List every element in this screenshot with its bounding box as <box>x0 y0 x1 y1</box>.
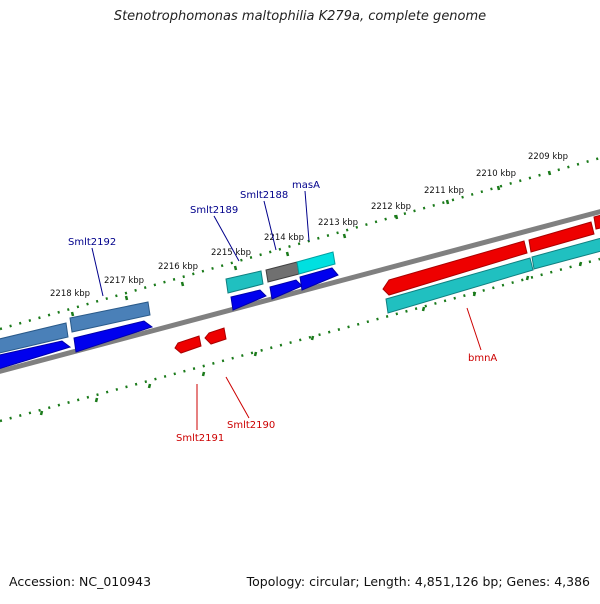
gene-label-smlt2192[interactable]: Smlt2192 <box>68 237 116 248</box>
feature-red-edge[interactable] <box>593 214 600 230</box>
feature-smlt2192-rna[interactable] <box>69 301 151 333</box>
genome-summary-text: Topology: circular; Length: 4,851,126 bp… <box>246 574 590 589</box>
tick-label: 2214 kbp <box>264 233 304 243</box>
gene-label-smlt2188[interactable]: Smlt2188 <box>240 190 288 201</box>
leader-smlt2190 <box>225 376 250 419</box>
feature-smlt2192-cds[interactable] <box>73 320 154 353</box>
outer-tick-track <box>0 156 600 331</box>
leader-masa <box>304 190 310 242</box>
feature-bmna-cds[interactable] <box>382 240 528 296</box>
tick-label: 2217 kbp <box>104 276 144 286</box>
tick-label: 2212 kbp <box>371 202 411 212</box>
feature-smlt2190[interactable] <box>204 327 227 345</box>
tick-label: 2218 kbp <box>50 289 90 299</box>
leader-smlt2188 <box>263 200 277 251</box>
feature-smlt2189[interactable] <box>225 270 264 294</box>
tick-label: 2211 kbp <box>424 186 464 196</box>
leader-bmna <box>466 307 482 351</box>
gene-label-smlt2191[interactable]: Smlt2191 <box>176 433 224 444</box>
feature-blue-masa[interactable] <box>299 267 339 291</box>
feature-smlt2191[interactable] <box>174 335 202 354</box>
feature-steel-left[interactable] <box>0 322 69 354</box>
gene-label-smlt2189[interactable]: Smlt2189 <box>190 205 238 216</box>
leader-smlt2192 <box>91 247 104 297</box>
gene-label-bmna[interactable]: bmnA <box>468 353 497 364</box>
feature-red-right[interactable] <box>528 221 595 253</box>
outer-major-ticks <box>70 170 552 317</box>
feature-blue-2189[interactable] <box>230 289 267 311</box>
tick-label: 2209 kbp <box>528 152 568 162</box>
feature-blue-left[interactable] <box>0 340 72 370</box>
gene-label-masa[interactable]: masA <box>292 180 320 191</box>
tick-label: 2215 kbp <box>211 248 251 258</box>
tick-label: 2213 kbp <box>318 218 358 228</box>
tick-label: 2216 kbp <box>158 262 198 272</box>
leader-smlt2189 <box>213 215 240 262</box>
feature-smlt2188[interactable] <box>265 261 300 283</box>
inner-major-ticks <box>39 261 583 416</box>
tick-label: 2210 kbp <box>476 169 516 179</box>
inner-tick-track <box>0 257 600 423</box>
map-title: Stenotrophomonas maltophilia K279a, comp… <box>113 9 487 24</box>
feature-masa[interactable] <box>296 251 336 275</box>
feature-cyan-right[interactable] <box>531 237 600 270</box>
gene-label-smlt2190[interactable]: Smlt2190 <box>227 420 275 431</box>
accession-text: Accession: NC_010943 <box>9 574 152 589</box>
feature-bmna-rna[interactable] <box>385 257 534 314</box>
